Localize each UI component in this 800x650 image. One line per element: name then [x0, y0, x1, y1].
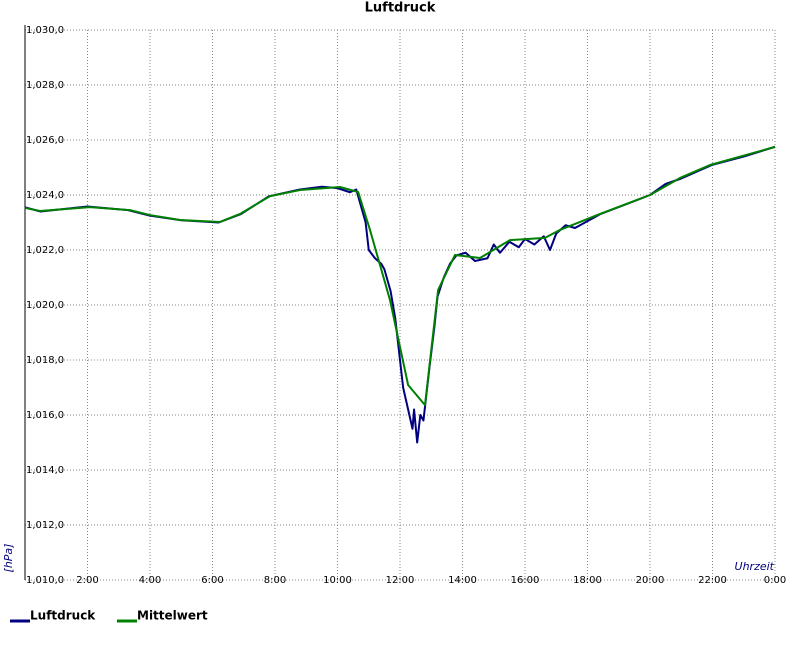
x-tick-label: 12:00 — [386, 575, 415, 586]
legend-label: Luftdruck — [30, 609, 96, 623]
chart-title: Luftdruck — [365, 1, 436, 16]
y-tick-label: 1,024,0 — [26, 190, 64, 201]
y-tick-label: 1,028,0 — [26, 80, 64, 91]
x-tick-label: 4:00 — [139, 575, 161, 586]
series-line — [24, 145, 776, 444]
x-tick-label: 16:00 — [511, 575, 540, 586]
y-tick-label: 1,022,0 — [26, 245, 64, 256]
y-tick-label: 1,026,0 — [26, 135, 64, 146]
x-tick-label: 20:00 — [636, 575, 665, 586]
y-tick-label: 1,014,0 — [26, 465, 64, 476]
y-tick-label: 1,012,0 — [26, 520, 64, 531]
x-axis-label: Uhrzeit — [735, 560, 775, 573]
x-tick-label: 8:00 — [264, 575, 286, 586]
y-tick-label: 1,030,0 — [26, 25, 64, 36]
y-tick-label: 1,016,0 — [26, 410, 64, 421]
y-tick-label: 1,020,0 — [26, 300, 64, 311]
legend-label: Mittelwert — [137, 609, 208, 623]
x-tick-label: 14:00 — [448, 575, 477, 586]
series-line — [24, 145, 776, 407]
x-tick-label: 22:00 — [698, 575, 727, 586]
x-tick-label: 0:00 — [764, 575, 786, 586]
y-tick-label: 1,010,0 — [26, 575, 64, 586]
y-tick-label: 1,018,0 — [26, 355, 64, 366]
x-tick-label: 10:00 — [323, 575, 352, 586]
x-tick-label: 6:00 — [201, 575, 223, 586]
y-axis-label: [hPa] — [2, 544, 15, 573]
x-tick-label: 2:00 — [76, 575, 98, 586]
x-tick-label: 18:00 — [573, 575, 602, 586]
